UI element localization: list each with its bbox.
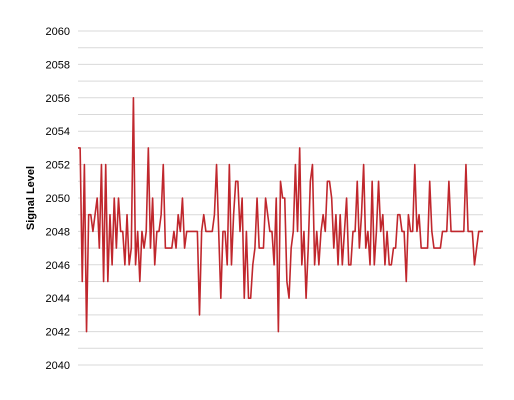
y-tick-label: 2042: [46, 327, 70, 339]
series-layer: [78, 97, 483, 333]
series-line-0: [78, 97, 483, 333]
y-axis-title: Signal Level: [25, 166, 37, 230]
y-tick-label: 2054: [46, 126, 70, 138]
y-tick-label: 2058: [46, 59, 70, 71]
y-tick-label: 2046: [46, 260, 70, 272]
y-tick-label: 2044: [46, 293, 70, 305]
y-tick-label: 2040: [46, 360, 70, 372]
y-tick-labels: 2040 2042 2044 2046 2048 2050 2052 2054 2056 2058…: [46, 26, 70, 372]
y-tick-label: 2048: [46, 226, 70, 238]
y-tick-label: 2060: [46, 26, 70, 38]
y-tick-label: 2056: [46, 93, 70, 105]
y-tick-label: 2050: [46, 193, 70, 205]
y-tick-label: 2052: [46, 160, 70, 172]
